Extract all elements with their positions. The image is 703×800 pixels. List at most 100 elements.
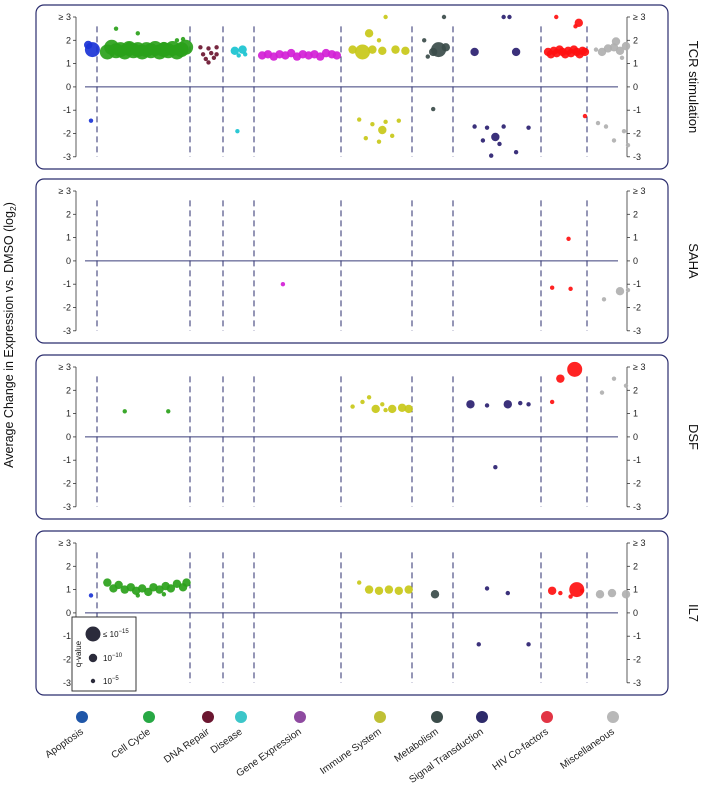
- data-point: [489, 153, 494, 158]
- data-point: [88, 593, 94, 598]
- legend-label-exponent: −15: [119, 629, 130, 635]
- data-point: [355, 44, 370, 60]
- legend-label: 10−5: [103, 676, 119, 686]
- data-point: [243, 52, 248, 57]
- y-tick-label-left: -2: [63, 479, 71, 489]
- data-point: [549, 285, 555, 290]
- data-point: [615, 46, 625, 55]
- category-dot: [294, 711, 306, 723]
- y-tick-label-left: 1: [66, 585, 71, 595]
- y-axis-title-main: Average Change in Expression vs. DMSO (l…: [2, 211, 16, 468]
- data-point: [621, 590, 631, 599]
- data-point: [180, 36, 186, 42]
- category-dot: [541, 711, 553, 723]
- data-point: [484, 125, 490, 130]
- data-point: [621, 41, 631, 51]
- series-metabolism: [430, 590, 440, 599]
- data-point: [360, 399, 365, 405]
- data-point: [103, 578, 112, 587]
- data-point: [238, 45, 247, 54]
- y-tick-label-left: 2: [66, 385, 71, 395]
- data-point: [124, 41, 134, 51]
- data-point: [568, 594, 573, 599]
- y-tick-label-right: 0: [633, 608, 638, 618]
- y-tick-label-left: -3: [63, 502, 71, 512]
- series-hiv-co-factors: [549, 236, 573, 292]
- data-point: [497, 141, 502, 147]
- series-cell-cycle: [103, 578, 191, 598]
- data-point: [166, 409, 171, 414]
- series-apoptosis: [84, 40, 100, 123]
- data-point: [567, 361, 583, 377]
- data-point: [582, 113, 588, 119]
- data-point: [611, 37, 621, 46]
- y-tick-label-right: -2: [633, 303, 641, 313]
- series-immune-system: [348, 14, 410, 144]
- legend-title: q-value: [74, 640, 83, 667]
- y-tick-label-left: -2: [63, 303, 71, 313]
- data-point: [579, 588, 585, 593]
- data-point: [214, 45, 219, 50]
- y-tick-label-left: -1: [63, 455, 71, 465]
- data-point: [526, 125, 531, 130]
- data-point: [493, 464, 498, 470]
- y-tick-label-right: 1: [633, 585, 638, 595]
- data-point: [388, 404, 397, 414]
- y-tick-label-right: ≥ 3: [633, 362, 645, 372]
- data-point: [396, 118, 401, 123]
- y-tick-label-right: 2: [633, 209, 638, 219]
- data-point: [558, 590, 563, 596]
- y-tick-label-left: -3: [63, 678, 71, 688]
- y-tick-label-right: 0: [633, 432, 638, 442]
- category-label: Immune System: [318, 726, 383, 776]
- data-point: [350, 404, 355, 409]
- y-tick-label-left: ≥ 3: [59, 12, 71, 22]
- y-tick-label-left: 0: [66, 256, 71, 266]
- panel-2: ≥ 3 ≥ 3 2 2 1 1 0 0 -1 -1 -2 -2 -3 -3 DSF: [35, 354, 701, 520]
- data-point: [200, 52, 206, 57]
- series-apoptosis: [88, 593, 94, 598]
- data-point: [174, 38, 180, 43]
- data-point: [574, 18, 583, 28]
- y-axis-title-close: ): [2, 202, 16, 206]
- y-tick-label-right: -2: [633, 655, 641, 665]
- series-dna-repair: [198, 45, 219, 65]
- y-tick-label-right: 1: [633, 59, 638, 69]
- y-tick-label-left: ≥ 3: [59, 362, 71, 372]
- legend-label: ≤ 10−15: [103, 629, 129, 639]
- series-cell-cycle: [99, 26, 194, 60]
- y-tick-label-left: -1: [63, 279, 71, 289]
- data-point: [484, 586, 490, 591]
- data-point: [470, 47, 479, 57]
- data-point: [332, 51, 342, 60]
- panel-label: IL7: [686, 604, 701, 622]
- data-point: [214, 52, 219, 57]
- data-point: [547, 586, 557, 595]
- data-point: [625, 287, 631, 293]
- y-tick-label-right: -2: [633, 479, 641, 489]
- category-dot: [202, 711, 214, 723]
- data-point: [378, 46, 387, 55]
- series-hiv-co-factors: [549, 361, 583, 405]
- data-point: [182, 578, 191, 587]
- data-point: [621, 128, 627, 134]
- data-point: [371, 404, 380, 414]
- data-point: [364, 585, 374, 594]
- data-point: [501, 124, 506, 129]
- series-metabolism: [422, 14, 450, 112]
- data-point: [595, 590, 605, 599]
- category-legend: Apoptosis Cell Cycle DNA RepairDiseaseGene…: [43, 711, 619, 786]
- y-tick-label-left: 0: [66, 432, 71, 442]
- legend-marker: [85, 626, 101, 642]
- data-point: [280, 282, 286, 287]
- category-dot: [143, 711, 155, 723]
- y-axis-title: Average Change in Expression vs. DMSO (l…: [2, 202, 18, 468]
- series-miscellaneous: [601, 286, 631, 302]
- data-point: [422, 38, 427, 43]
- data-point: [518, 400, 523, 406]
- y-tick-label-left: 0: [66, 608, 71, 618]
- data-point: [507, 14, 512, 20]
